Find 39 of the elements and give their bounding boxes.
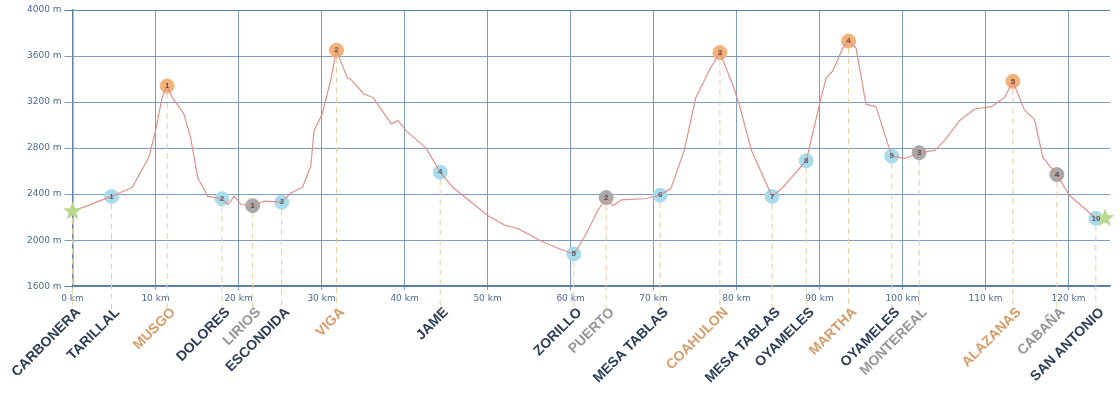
annotation: 8: [804, 155, 809, 165]
x-tick-label: 70 km: [639, 292, 668, 303]
x-tick-label: 90 km: [805, 292, 834, 303]
x-tick-label: 120 km: [1051, 292, 1086, 303]
y-tick-label: 2800 m: [26, 142, 62, 153]
point: [63, 201, 83, 220]
annotation: 7: [769, 191, 775, 201]
annotation: 5: [571, 249, 577, 259]
annotation: 3: [279, 197, 285, 207]
x-tick-label: 80 km: [722, 292, 751, 303]
x-tick-label: 30 km: [307, 292, 336, 303]
y-tick-label: 2400 m: [26, 188, 62, 199]
x-tick-label: 50 km: [473, 292, 502, 303]
x-tick-label: 0 km: [61, 292, 84, 303]
annotation: 1: [250, 200, 256, 210]
x-tick-label: 10 km: [141, 292, 170, 303]
y-tick-label: 3200 m: [26, 96, 62, 107]
annotation: 3: [717, 47, 723, 57]
annotation: 9: [889, 151, 895, 161]
annotation: 4: [1054, 169, 1060, 179]
annotation: 4: [437, 167, 443, 177]
x-tick-label: 110 km: [968, 292, 1003, 303]
y-tick-label: 2000 m: [26, 234, 62, 245]
annotation: 2: [603, 192, 609, 202]
y-tick-label: 4000 m: [26, 4, 62, 15]
x-tick-label: 40 km: [390, 292, 419, 303]
y-tick-label: 1600 m: [26, 280, 62, 291]
annotation: 1: [164, 81, 170, 91]
annotation: 1: [109, 191, 115, 201]
annotation: 5: [1010, 76, 1016, 86]
annotation: 2: [334, 45, 340, 55]
annotation: 3: [916, 147, 922, 157]
y-tick-label: 3600 m: [26, 50, 62, 61]
annotation: 6: [657, 190, 663, 200]
annotation: 4: [846, 36, 852, 46]
x-tick-label: 60 km: [556, 292, 585, 303]
x-tick-label: 100 km: [885, 292, 920, 303]
annotation: 2: [219, 193, 225, 203]
x-tick-label: 20 km: [224, 292, 253, 303]
